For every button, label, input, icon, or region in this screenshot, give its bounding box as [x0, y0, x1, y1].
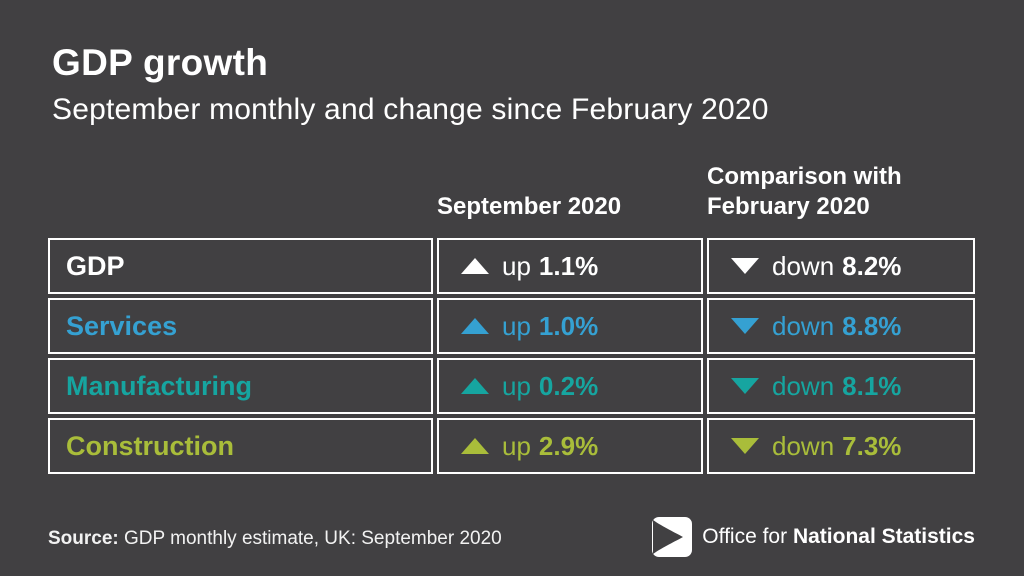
value-percent: 0.2% — [538, 370, 599, 401]
february-comparison-cell: down 8.1% — [707, 358, 975, 414]
value-percent: 2.9% — [538, 430, 599, 461]
gdp-table: GDP up 1.1% down 8.2% Services up 1.0% d… — [48, 238, 975, 474]
value-percent: 8.1% — [842, 370, 902, 401]
up-triangle-icon — [461, 258, 489, 274]
direction-word: down — [772, 250, 835, 281]
down-triangle-icon — [731, 378, 759, 394]
row-label-cell: GDP — [48, 238, 433, 294]
page-subtitle: September monthly and change since Febru… — [52, 93, 769, 126]
row-label-cell: Manufacturing — [48, 358, 433, 414]
column-header-september: September 2020 — [437, 193, 622, 220]
source-label: Source: — [48, 528, 119, 549]
direction-word: up — [502, 370, 531, 401]
row-label: Services — [66, 310, 178, 341]
value-percent: 7.3% — [842, 430, 902, 461]
value-percent: 8.8% — [842, 310, 902, 341]
direction-word: up — [502, 250, 531, 281]
up-triangle-icon — [461, 318, 489, 334]
column-header-comparison: Comparison with February 2020 — [707, 162, 975, 230]
column-header-comparison-line2: February 2020 — [707, 193, 870, 220]
value-percent: 8.2% — [842, 250, 902, 281]
row-label: Manufacturing — [66, 370, 252, 401]
value-percent: 1.1% — [538, 250, 599, 281]
ons-logo-text: Office for National Statistics — [702, 525, 975, 549]
up-triangle-icon — [461, 438, 489, 454]
row-label-cell: Services — [48, 298, 433, 354]
page-title: GDP growth — [52, 42, 269, 83]
table-row-construction: Construction up 2.9% down 7.3% — [48, 418, 975, 474]
source-text: GDP monthly estimate, UK: September 2020 — [118, 528, 502, 549]
ons-logo: Office for National Statistics — [652, 517, 975, 557]
direction-word: up — [502, 430, 531, 461]
direction-word: down — [772, 430, 835, 461]
column-header-comparison-line1: Comparison with — [707, 163, 902, 190]
september-value-cell: up 1.1% — [437, 238, 703, 294]
table-row-manufacturing: Manufacturing up 0.2% down 8.1% — [48, 358, 975, 414]
row-label-cell: Construction — [48, 418, 433, 474]
ons-logo-icon — [652, 517, 693, 557]
february-comparison-cell: down 8.2% — [707, 238, 975, 294]
table-row-gdp: GDP up 1.1% down 8.2% — [48, 238, 975, 294]
row-label: Construction — [66, 430, 234, 461]
february-comparison-cell: down 7.3% — [707, 418, 975, 474]
row-label: GDP — [66, 250, 125, 281]
ons-logo-text-regular: Office for — [702, 525, 793, 548]
february-comparison-cell: down 8.8% — [707, 298, 975, 354]
source-note: Source: GDP monthly estimate, UK: Septem… — [48, 528, 502, 550]
column-headers: September 2020 Comparison with February … — [48, 150, 975, 230]
ons-logo-text-bold: National Statistics — [792, 525, 975, 548]
direction-word: down — [772, 310, 835, 341]
september-value-cell: up 2.9% — [437, 418, 703, 474]
down-triangle-icon — [731, 258, 759, 274]
direction-word: down — [772, 370, 835, 401]
table-row-services: Services up 1.0% down 8.8% — [48, 298, 975, 354]
september-value-cell: up 0.2% — [437, 358, 703, 414]
direction-word: up — [502, 310, 531, 341]
down-triangle-icon — [731, 438, 759, 454]
september-value-cell: up 1.0% — [437, 298, 703, 354]
value-percent: 1.0% — [538, 310, 599, 341]
up-triangle-icon — [461, 378, 489, 394]
down-triangle-icon — [731, 318, 759, 334]
